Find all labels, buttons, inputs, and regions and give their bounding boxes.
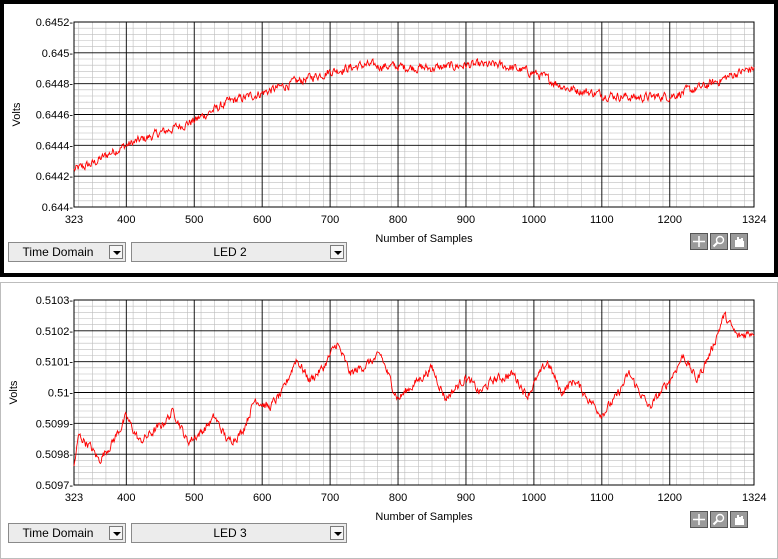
x-tick-label: 1200: [658, 214, 682, 226]
x-axis-label: Number of Samples: [375, 233, 473, 245]
led3-graph-panel: 0.5097- 0.5098- 0.5099- 0.51- 0.5101- 0.5102-…: [0, 282, 778, 559]
x-tick-label: 1324: [742, 492, 766, 504]
y-tick-label: 0.644-: [42, 202, 74, 214]
graph-palette-led3: [690, 511, 750, 528]
y-tick-label: 0.5097-: [36, 480, 74, 492]
channel-dropdown-led2[interactable]: LED 2: [131, 242, 347, 262]
x-tick-label: 700: [321, 492, 339, 504]
x-tick-label: 1100: [590, 214, 614, 226]
x-tick-label: 1000: [522, 214, 546, 226]
chevron-down-icon[interactable]: [109, 245, 123, 259]
chevron-down-icon[interactable]: [109, 526, 123, 540]
mode-dropdown-led2[interactable]: Time Domain: [8, 242, 126, 262]
x-tick-label: 900: [457, 214, 475, 226]
channel-dropdown-led3[interactable]: LED 3: [131, 523, 347, 543]
zoom-tool-icon[interactable]: [710, 511, 728, 528]
y-tick-label: 0.51-: [48, 388, 73, 400]
chevron-down-icon[interactable]: [330, 526, 344, 540]
y-tick-label: 0.6444-: [36, 140, 74, 152]
cursor-tool-icon[interactable]: [690, 233, 708, 250]
y-tick-label: 0.6442-: [36, 171, 74, 183]
x-tick-label: 500: [185, 492, 203, 504]
y-tick-label: 0.6452-: [36, 17, 74, 29]
x-tick-label: 700: [321, 214, 339, 226]
plot-border: [73, 21, 755, 208]
x-tick-label: 800: [389, 492, 407, 504]
graph-palette-led2: [690, 233, 750, 250]
y-axis-label: Volts: [8, 380, 20, 404]
led2-graph-panel: 0.644- 0.6442- 0.6444- 0.6446- 0.6448- 0.645-…: [0, 0, 778, 277]
x-tick-label: 400: [117, 492, 135, 504]
mode-dropdown-led3[interactable]: Time Domain: [8, 523, 126, 543]
y-tick-label: 0.6448-: [36, 79, 74, 91]
y-tick-label: 0.6446-: [36, 110, 74, 122]
x-tick-label: 1100: [590, 492, 614, 504]
mode-dropdown-led2-label: Time Domain: [22, 245, 94, 259]
x-tick-label: 900: [457, 492, 475, 504]
x-tick-label: 600: [253, 214, 271, 226]
chevron-down-icon[interactable]: [330, 245, 344, 259]
y-tick-label: 0.5101-: [36, 357, 74, 369]
x-tick-label: 600: [253, 492, 271, 504]
channel-dropdown-led2-label: LED 2: [213, 245, 247, 259]
x-tick-label: 400: [117, 214, 135, 226]
y-tick-label: 0.645-: [42, 48, 74, 60]
pan-hand-icon[interactable]: [730, 511, 748, 528]
y-tick-label: 0.5098-: [36, 449, 74, 461]
x-tick-label: 1000: [522, 492, 546, 504]
y-axis-label: Volts: [11, 102, 23, 126]
x-tick-label: 1200: [658, 492, 682, 504]
y-tick-label: 0.5102-: [36, 326, 74, 338]
y-tick-label: 0.5099-: [36, 418, 74, 430]
cursor-tool-icon[interactable]: [690, 511, 708, 528]
x-axis-label: Number of Samples: [375, 511, 473, 523]
led3-series-line: [73, 311, 755, 467]
channel-dropdown-led3-label: LED 3: [213, 526, 247, 540]
led2-chart: 0.644- 0.6442- 0.6444- 0.6446- 0.6448- 0.645-…: [11, 17, 766, 245]
mode-dropdown-led3-label: Time Domain: [22, 526, 94, 540]
plot-border: [73, 299, 755, 486]
pan-hand-icon[interactable]: [730, 233, 748, 250]
x-tick-label: 323: [65, 492, 83, 504]
led2-series-line: [73, 57, 755, 172]
x-tick-label: 1324: [742, 214, 766, 226]
x-tick-label: 323: [65, 214, 83, 226]
x-tick-label: 800: [389, 214, 407, 226]
x-tick-label: 500: [185, 214, 203, 226]
zoom-tool-icon[interactable]: [710, 233, 728, 250]
led3-chart: 0.5097- 0.5098- 0.5099- 0.51- 0.5101- 0.5102-…: [8, 295, 766, 523]
y-tick-label: 0.5103-: [36, 295, 74, 307]
